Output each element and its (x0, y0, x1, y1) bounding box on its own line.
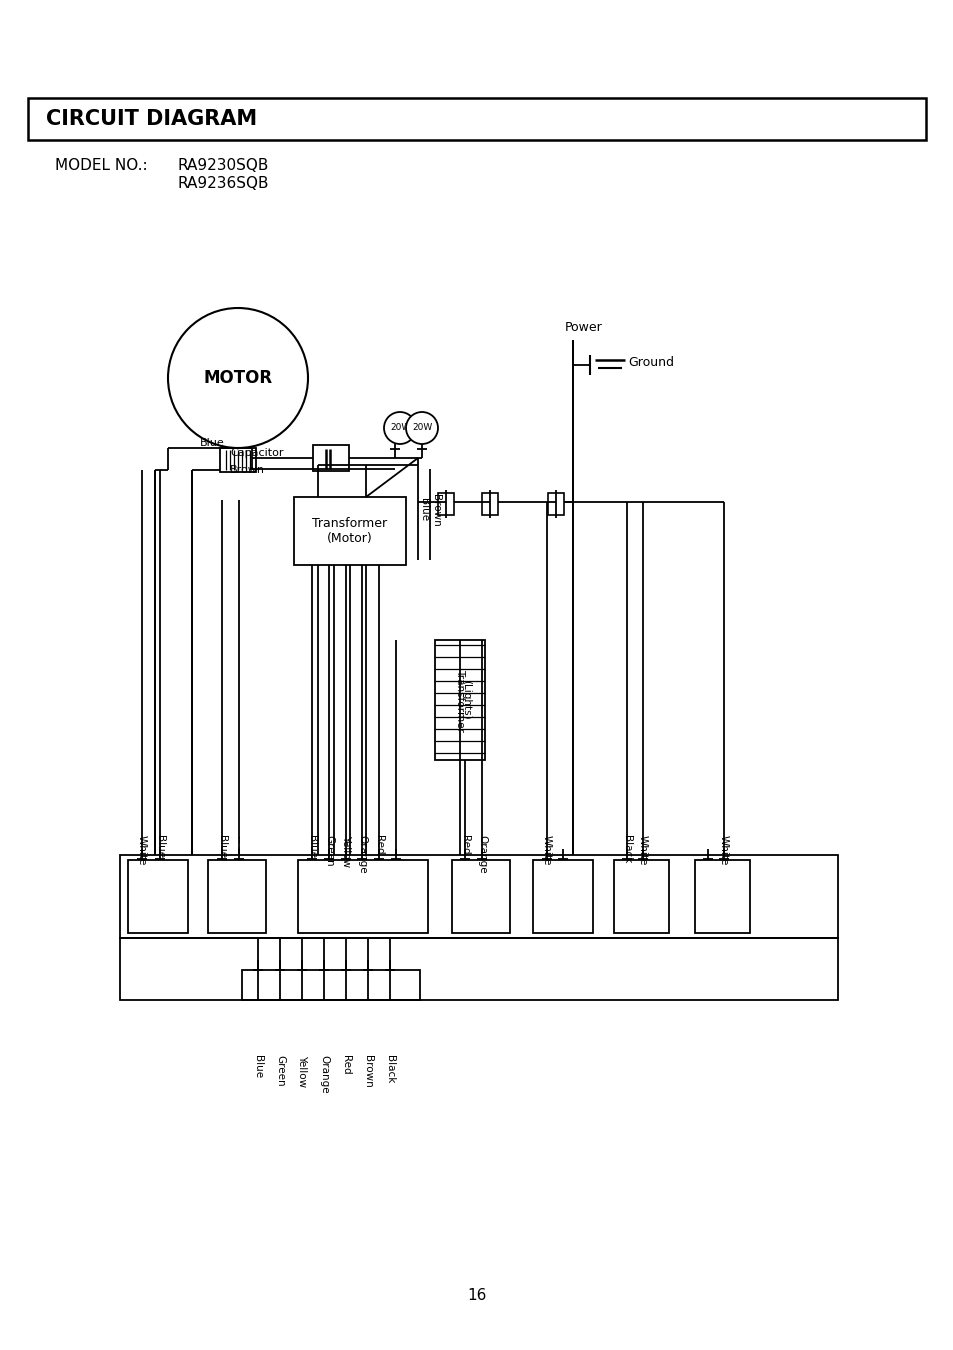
Text: Capacitor: Capacitor (230, 448, 283, 458)
Text: Green: Green (324, 836, 334, 867)
Text: Blue: Blue (307, 836, 316, 859)
Text: 20W: 20W (390, 424, 410, 432)
Bar (220, 448, 255, 472)
Text: Orange: Orange (318, 1054, 329, 1094)
Bar (128, 860, 188, 933)
Bar (120, 855, 837, 938)
Bar (297, 860, 428, 933)
Bar (242, 971, 419, 1000)
Bar (452, 860, 510, 933)
Text: White: White (638, 836, 647, 865)
Bar (533, 860, 593, 933)
Bar (28, 99, 925, 140)
Bar (614, 860, 668, 933)
Text: Blue: Blue (200, 437, 225, 448)
Text: 16: 16 (467, 1288, 486, 1303)
Text: Green: Green (274, 1054, 285, 1087)
Text: (Motor): (Motor) (327, 532, 373, 545)
Text: Yellow: Yellow (340, 836, 351, 867)
Text: Transformer: Transformer (455, 668, 464, 732)
Text: Blue: Blue (253, 1054, 263, 1079)
Bar (313, 446, 349, 471)
Ellipse shape (168, 308, 308, 448)
Text: RA9230SQB: RA9230SQB (178, 158, 269, 173)
Text: Red: Red (374, 836, 384, 855)
Text: Blue: Blue (418, 498, 429, 521)
Text: Ground: Ground (627, 356, 673, 370)
Bar (435, 640, 484, 760)
Text: White: White (137, 836, 147, 865)
Text: MOTOR: MOTOR (203, 369, 273, 387)
Bar (437, 493, 454, 514)
Text: Transformer: Transformer (313, 517, 387, 531)
Text: CIRCUIT DIAGRAM: CIRCUIT DIAGRAM (46, 109, 257, 130)
Text: Blue: Blue (216, 836, 227, 859)
Bar (120, 938, 837, 1000)
Bar (208, 860, 266, 933)
Text: Yellow: Yellow (296, 1054, 307, 1087)
Circle shape (406, 412, 437, 444)
Text: MODEL NO.:: MODEL NO.: (55, 158, 148, 173)
Bar (481, 493, 497, 514)
Text: Brown: Brown (230, 464, 265, 475)
Text: RA9236SQB: RA9236SQB (178, 176, 269, 190)
Text: White: White (719, 836, 728, 865)
Text: Black: Black (621, 836, 631, 864)
Text: -- --: -- -- (233, 836, 244, 853)
Text: White: White (541, 836, 552, 865)
Bar (547, 493, 563, 514)
Text: Power: Power (564, 321, 602, 335)
Bar (294, 497, 406, 566)
Text: Orange: Orange (476, 836, 486, 873)
Text: Black: Black (385, 1054, 395, 1083)
Text: Red: Red (459, 836, 470, 855)
Text: 20W: 20W (412, 424, 432, 432)
Text: Blue: Blue (154, 836, 165, 859)
Text: (Lights): (Lights) (460, 680, 471, 720)
Bar (695, 860, 749, 933)
Text: Brown: Brown (363, 1054, 373, 1088)
Circle shape (384, 412, 416, 444)
Text: Red: Red (340, 1054, 351, 1075)
Text: Brown: Brown (431, 494, 440, 526)
Text: Orange: Orange (356, 836, 367, 873)
